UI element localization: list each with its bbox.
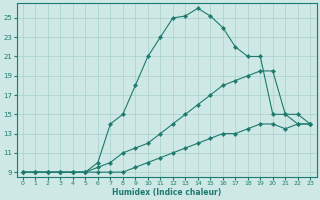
X-axis label: Humidex (Indice chaleur): Humidex (Indice chaleur) (112, 188, 221, 197)
